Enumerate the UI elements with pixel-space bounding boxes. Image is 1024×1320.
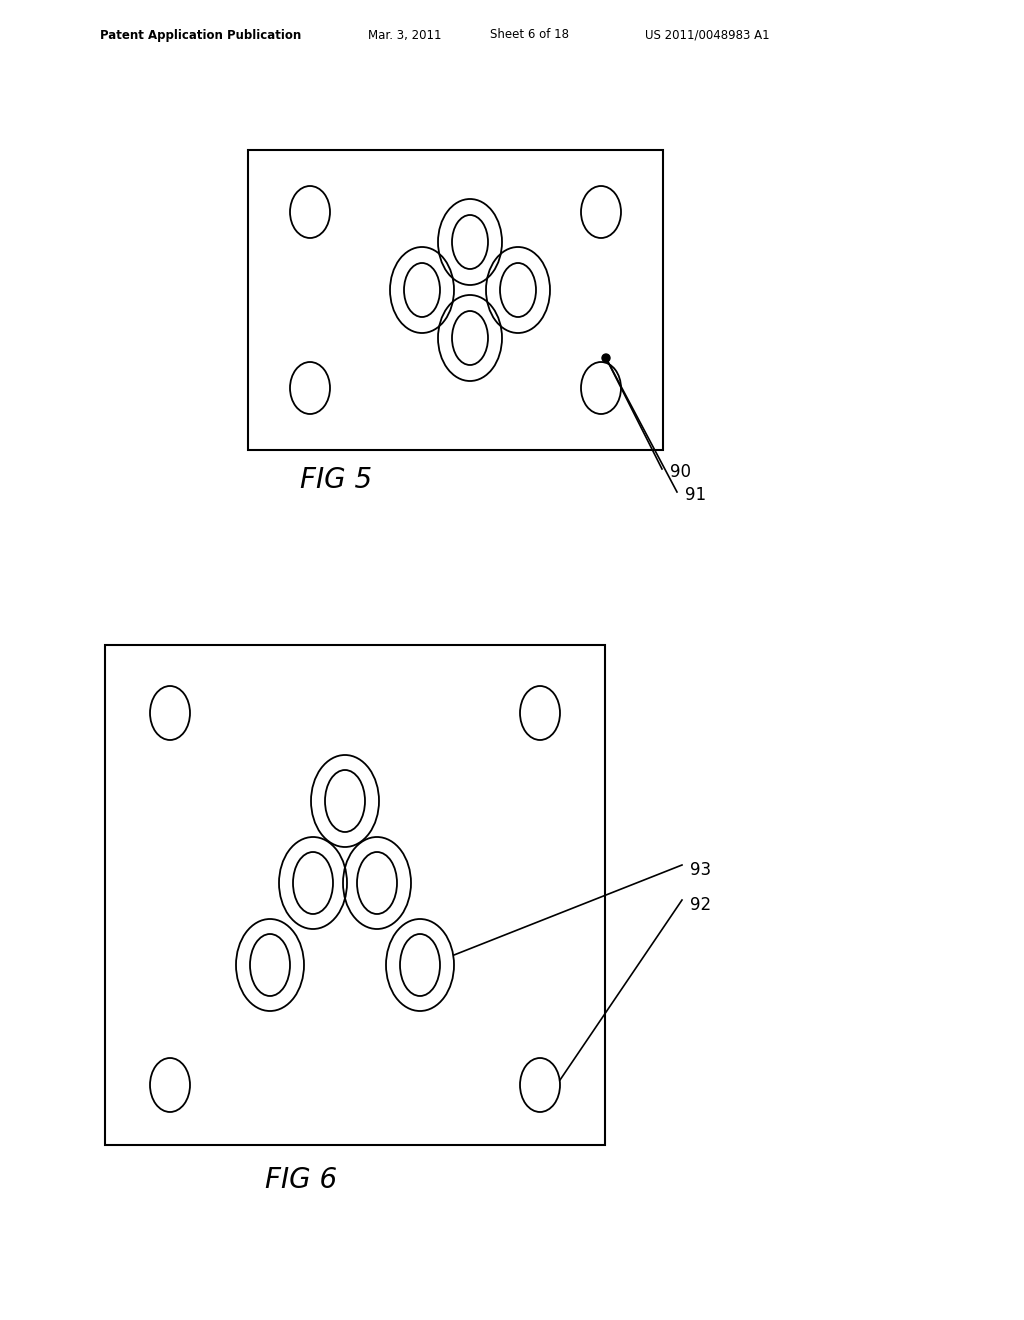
Text: Mar. 3, 2011: Mar. 3, 2011: [368, 29, 441, 41]
Bar: [105, 645, 605, 1144]
Text: Sheet 6 of 18: Sheet 6 of 18: [490, 29, 569, 41]
Text: 93: 93: [690, 861, 711, 879]
Text: 92: 92: [690, 896, 711, 913]
Text: FIG 5: FIG 5: [300, 466, 372, 494]
Bar: [248, 150, 663, 450]
Text: 91: 91: [685, 486, 707, 504]
Circle shape: [602, 354, 610, 362]
Text: US 2011/0048983 A1: US 2011/0048983 A1: [645, 29, 770, 41]
Text: Patent Application Publication: Patent Application Publication: [100, 29, 301, 41]
Text: FIG 6: FIG 6: [265, 1166, 337, 1195]
Text: 90: 90: [670, 463, 691, 480]
